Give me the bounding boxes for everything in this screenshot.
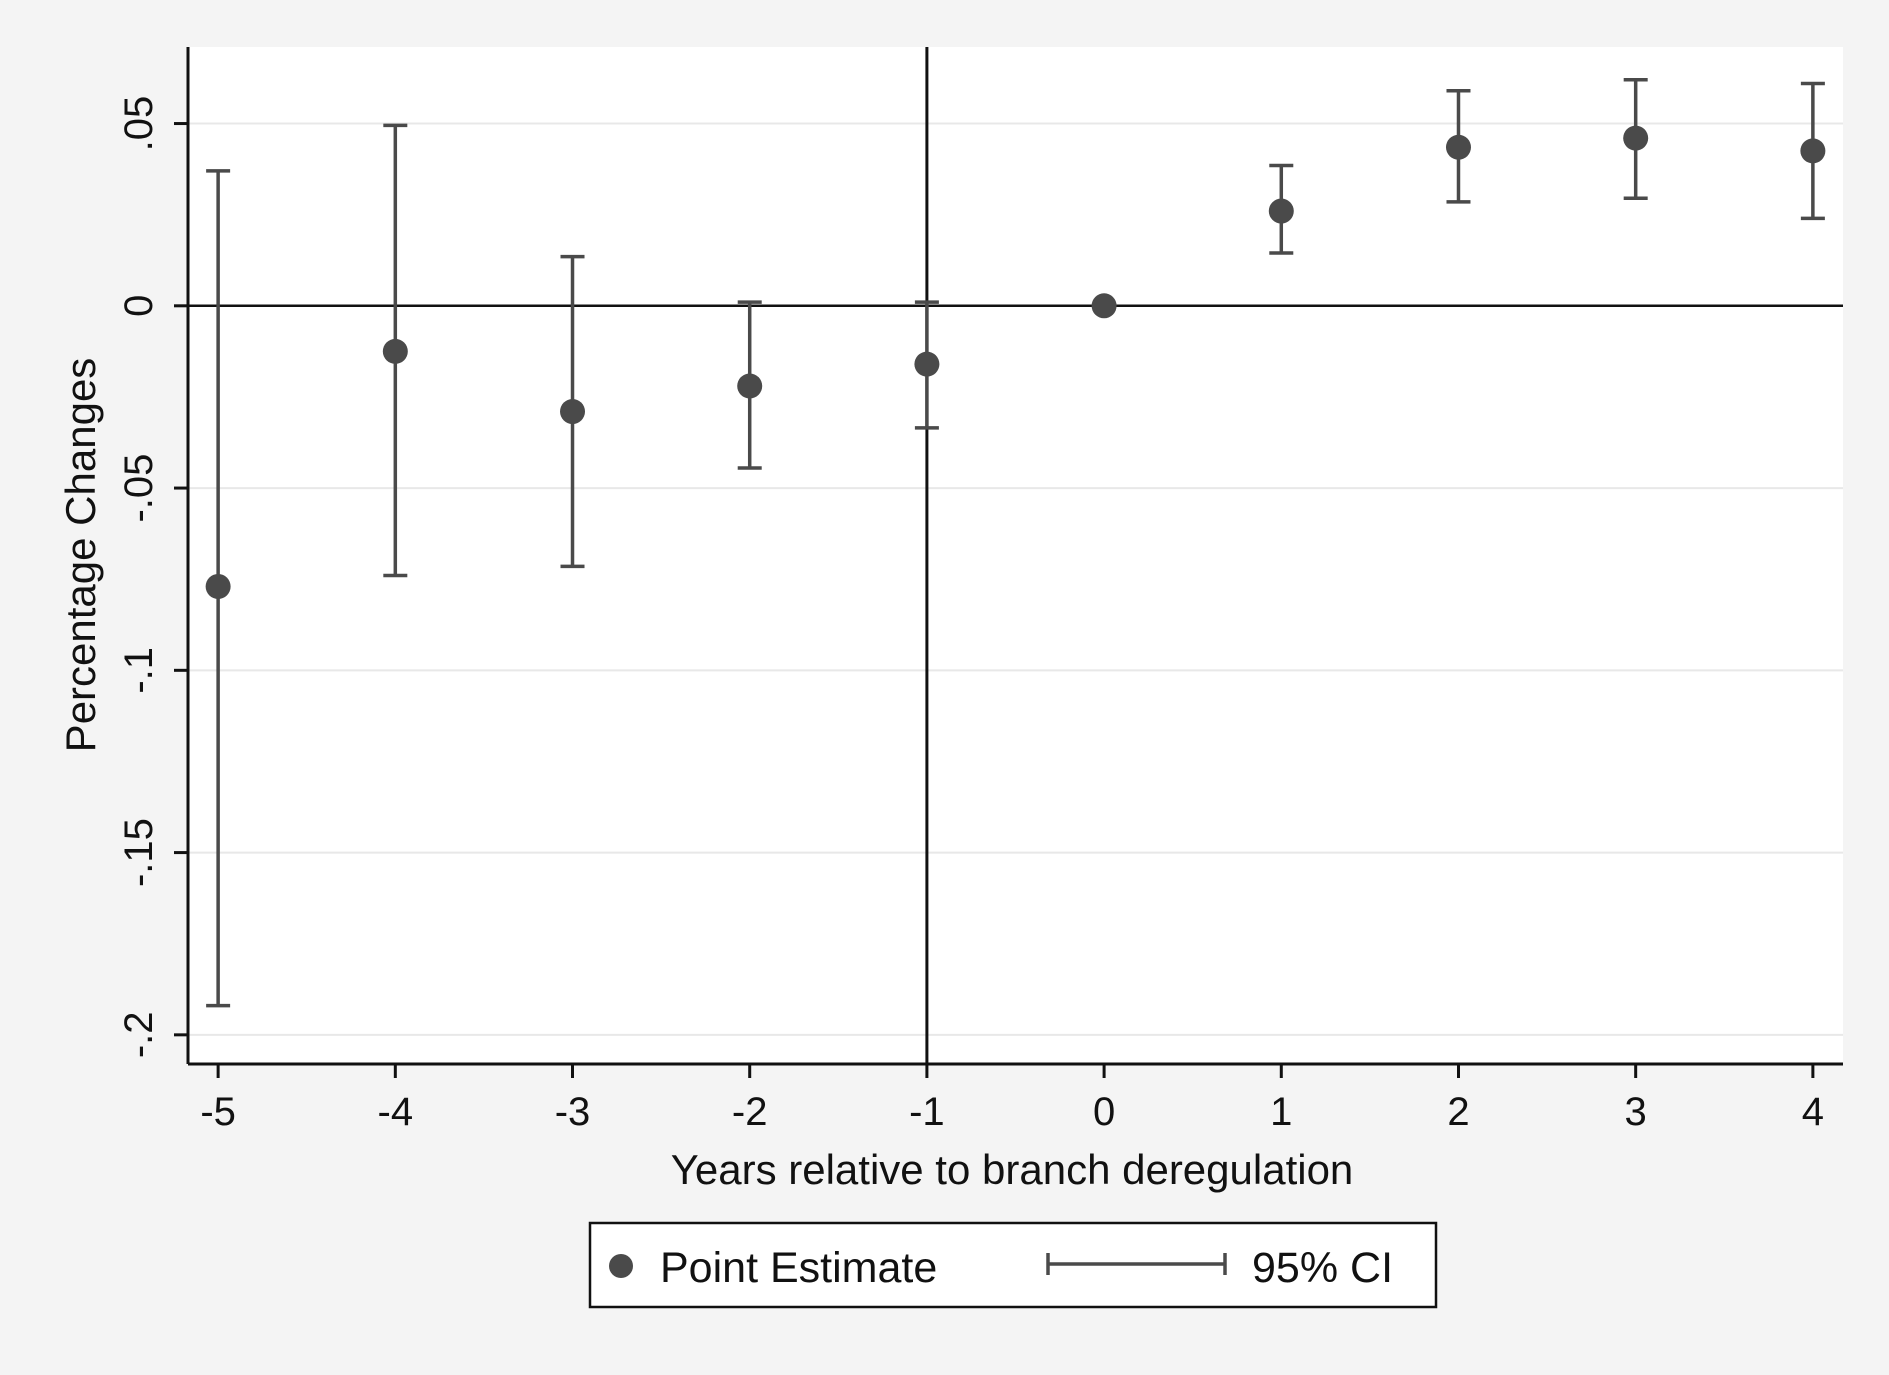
x-ticks: -5 -4 -3 -2 -1 0 1 2 3 4 — [200, 1064, 1824, 1134]
y-tick-label: -.15 — [117, 818, 161, 887]
y-tick-label: 0 — [117, 295, 161, 317]
y-tick-label: .05 — [117, 96, 161, 152]
point-estimate-marker — [1268, 198, 1294, 224]
x-tick-label: -3 — [555, 1090, 591, 1134]
point-estimate-marker — [205, 573, 231, 599]
plot-area — [188, 47, 1843, 1064]
point-estimate-marker — [737, 373, 763, 399]
x-tick-label: 1 — [1270, 1090, 1292, 1134]
x-tick-label: 0 — [1093, 1090, 1115, 1134]
legend-ci-marker — [1046, 1253, 1227, 1275]
point-estimate-marker — [914, 351, 940, 377]
point-estimate-marker — [1091, 293, 1117, 319]
x-tick-label: -2 — [732, 1090, 768, 1134]
x-tick-label: 4 — [1802, 1090, 1824, 1134]
x-tick-label: -1 — [909, 1090, 945, 1134]
legend-point-marker — [609, 1254, 633, 1278]
legend-box — [588, 1221, 1438, 1309]
point-estimate-marker — [1800, 138, 1826, 164]
y-axis-title: Percentage Changes — [57, 358, 104, 753]
axes — [186, 47, 1843, 1066]
x-axis-title: Years relative to branch deregulation — [671, 1146, 1354, 1193]
x-tick-label: -4 — [378, 1090, 414, 1134]
point-markers — [205, 125, 1826, 599]
legend-label-95-ci: 95% CI — [1252, 1244, 1393, 1292]
point-estimate-marker — [560, 399, 586, 425]
legend-label-point-estimate: Point Estimate — [660, 1244, 937, 1292]
point-estimate-marker — [1445, 134, 1471, 160]
reference-lines — [188, 47, 1843, 1064]
x-tick-label: 3 — [1625, 1090, 1647, 1134]
x-tick-label: -5 — [200, 1090, 236, 1134]
point-estimate-marker — [382, 338, 408, 364]
point-estimate-marker — [1623, 125, 1649, 151]
y-ticks: -.2 -.15 -.1 -.05 0 .05 — [117, 96, 188, 1058]
y-tick-label: -.2 — [117, 1011, 161, 1058]
legend: Point Estimate 95% CI — [588, 1221, 1438, 1309]
y-tick-label: -.05 — [117, 454, 161, 523]
x-tick-label: 2 — [1447, 1090, 1469, 1134]
y-tick-label: -.1 — [117, 647, 161, 694]
